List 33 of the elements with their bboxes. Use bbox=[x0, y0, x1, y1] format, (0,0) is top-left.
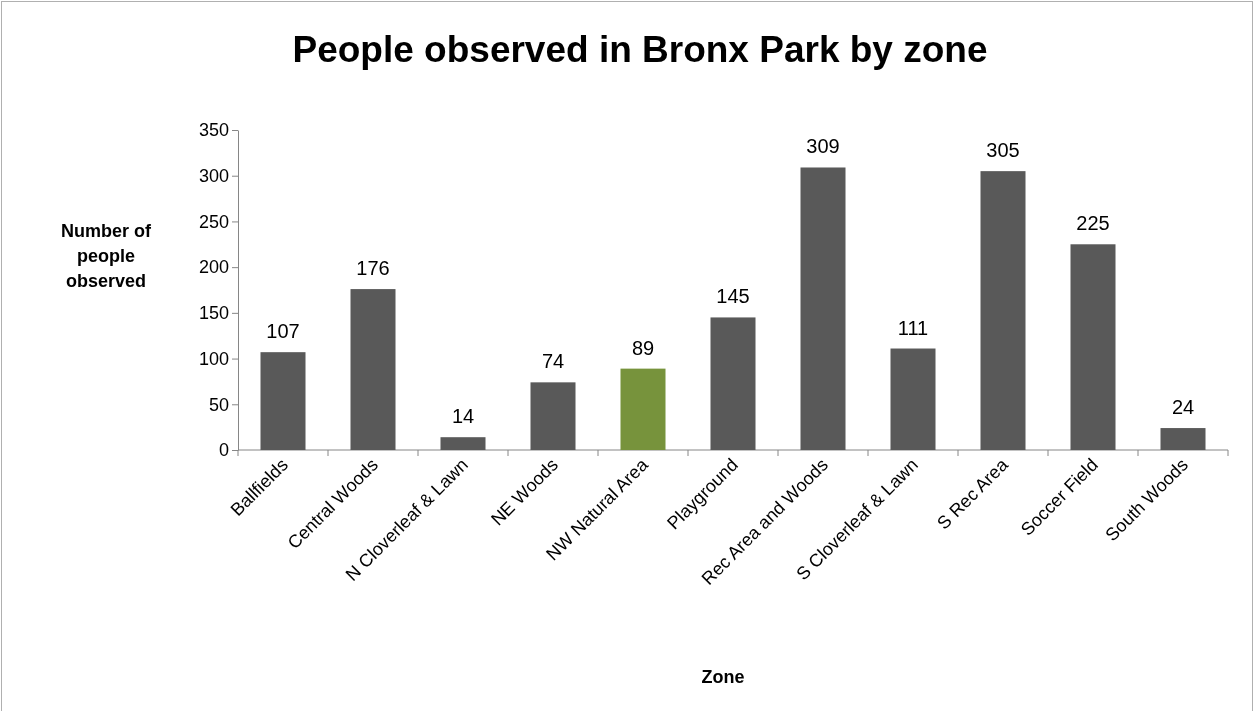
data-label: 74 bbox=[541, 350, 565, 373]
y-tick-label: 150 bbox=[198, 303, 229, 324]
data-label: 24 bbox=[1171, 396, 1195, 419]
bar bbox=[440, 437, 486, 450]
data-label: 309 bbox=[806, 135, 840, 158]
data-label: 107 bbox=[266, 320, 300, 343]
bar bbox=[980, 171, 1026, 450]
chart-title: People observed in Bronx Park by zone bbox=[292, 29, 988, 70]
bar bbox=[260, 352, 306, 450]
bar bbox=[620, 368, 666, 450]
y-tick-label: 350 bbox=[198, 120, 229, 141]
data-label: 111 bbox=[897, 316, 929, 339]
y-tick-label: 0 bbox=[218, 440, 229, 461]
data-label: 145 bbox=[716, 285, 750, 308]
bar bbox=[890, 348, 936, 450]
x-axis-title: Zone bbox=[701, 667, 745, 687]
data-label: 176 bbox=[356, 257, 390, 280]
bar bbox=[710, 317, 756, 450]
y-tick-label: 300 bbox=[198, 165, 229, 186]
data-label: 225 bbox=[1076, 212, 1110, 235]
data-label: 89 bbox=[631, 336, 655, 359]
data-label: 305 bbox=[986, 139, 1020, 162]
bar bbox=[1160, 428, 1206, 450]
data-label: 14 bbox=[451, 405, 475, 428]
bar bbox=[530, 382, 576, 450]
bar bbox=[350, 289, 396, 450]
y-tick-label: 250 bbox=[198, 211, 229, 232]
y-tick-label: 200 bbox=[198, 257, 229, 278]
y-axis-title: Number of people observed bbox=[61, 221, 153, 291]
y-tick-label: 50 bbox=[208, 394, 229, 415]
y-tick-label: 100 bbox=[198, 348, 229, 369]
bar bbox=[1070, 244, 1116, 450]
bar bbox=[800, 167, 846, 450]
